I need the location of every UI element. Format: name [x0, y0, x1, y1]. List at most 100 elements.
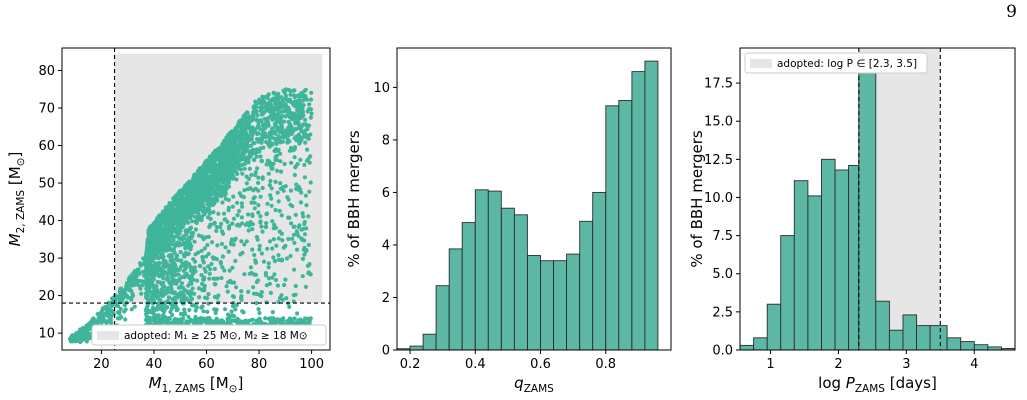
legend-swatch [97, 331, 119, 340]
y-axis-label: % of BBH mergers [345, 130, 363, 268]
scatter-point [267, 183, 272, 188]
scatter-point [194, 220, 199, 226]
scatter-point [90, 317, 95, 322]
scatter-point [208, 319, 213, 324]
scatter-point [245, 122, 250, 127]
scatter-point [307, 102, 312, 107]
scatter-point [300, 211, 305, 216]
scatter-point [266, 134, 271, 139]
scatter-point [230, 172, 235, 177]
scatter-point [246, 156, 251, 161]
scatter-point [191, 188, 197, 193]
scatter-point [254, 101, 259, 106]
scatter-point [276, 253, 281, 258]
scatter-point [188, 235, 193, 240]
scatter-point [265, 246, 270, 251]
scatter-point [242, 188, 247, 193]
scatter-point [227, 158, 232, 163]
scatter-point [155, 224, 160, 229]
scatter-point [260, 128, 265, 133]
scatter-point [117, 289, 122, 294]
scatter-point [203, 209, 208, 214]
scatter-point [281, 139, 286, 144]
scatter-point [235, 316, 240, 321]
scatter-point [159, 287, 164, 292]
scatter-point [211, 256, 216, 261]
scatter-point [226, 318, 231, 323]
scatter-point [176, 225, 181, 230]
scatter-point [95, 312, 100, 317]
scatter-point [288, 253, 293, 259]
scatter-point [220, 158, 225, 163]
scatter-point [299, 190, 304, 195]
scatter-point [263, 224, 268, 230]
scatter-point [270, 275, 275, 280]
x-tick-label: 0.6 [530, 357, 551, 372]
scatter-point [204, 321, 209, 326]
scatter-point [289, 221, 294, 226]
scatter-point [258, 214, 263, 219]
scatter-point [257, 292, 262, 297]
scatter-point [160, 307, 165, 312]
scatter-point [247, 114, 252, 119]
scatter-point [233, 307, 238, 312]
scatter-point [234, 171, 239, 176]
scatter-point [224, 145, 229, 150]
scatter-point [226, 208, 231, 213]
scatter-point [287, 130, 292, 135]
histogram-bar [579, 220, 594, 350]
scatter-point [195, 175, 200, 180]
scatter-point [249, 172, 254, 178]
scatter-point [210, 184, 215, 190]
scatter-point [231, 175, 236, 181]
scatter-point [166, 267, 171, 272]
scatter-point [207, 276, 212, 281]
scatter-point [258, 219, 263, 224]
scatter-point [232, 152, 237, 157]
scatter-point [245, 221, 250, 226]
scatter-point [275, 120, 280, 125]
scatter-point [188, 187, 193, 193]
axes-frame [739, 47, 1016, 351]
scatter-point [188, 265, 193, 270]
scatter-point [273, 277, 279, 283]
scatter-point [291, 299, 296, 304]
scatter-point [169, 234, 174, 239]
scatter-point [125, 286, 130, 291]
scatter-point [132, 283, 137, 288]
scatter-points [67, 87, 314, 345]
scatter-point [240, 250, 245, 255]
scatter-point [305, 127, 310, 132]
scatter-point [159, 225, 164, 230]
scatter-point [287, 139, 292, 144]
scatter-point [182, 274, 187, 280]
scatter-point [189, 196, 194, 201]
scatter-point [175, 268, 180, 273]
scatter-point [244, 181, 249, 186]
scatter-point [309, 90, 314, 95]
scatter-point [103, 305, 108, 310]
scatter-point [301, 214, 306, 219]
scatter-point [260, 185, 265, 191]
scatter-point [272, 272, 277, 277]
scatter-point [122, 303, 127, 308]
scatter-point [302, 245, 307, 250]
scatter-point [147, 289, 152, 294]
y-tick-label: 5.0 [712, 267, 733, 282]
histogram-bar [973, 344, 989, 350]
scatter-point [302, 175, 307, 180]
scatter-point [276, 147, 281, 153]
scatter-point [259, 290, 264, 295]
scatter-point [273, 124, 278, 129]
scatter-point [235, 200, 240, 205]
scatter-point [292, 172, 297, 178]
scatter-point [169, 270, 174, 275]
scatter-point [204, 191, 209, 196]
scatter-point [231, 216, 237, 221]
scatter-point [281, 135, 286, 140]
scatter-point [264, 211, 270, 216]
histogram-bar [888, 329, 904, 350]
scatter-point [264, 300, 269, 305]
histogram-bar [605, 105, 620, 350]
scatter-point [277, 229, 282, 234]
